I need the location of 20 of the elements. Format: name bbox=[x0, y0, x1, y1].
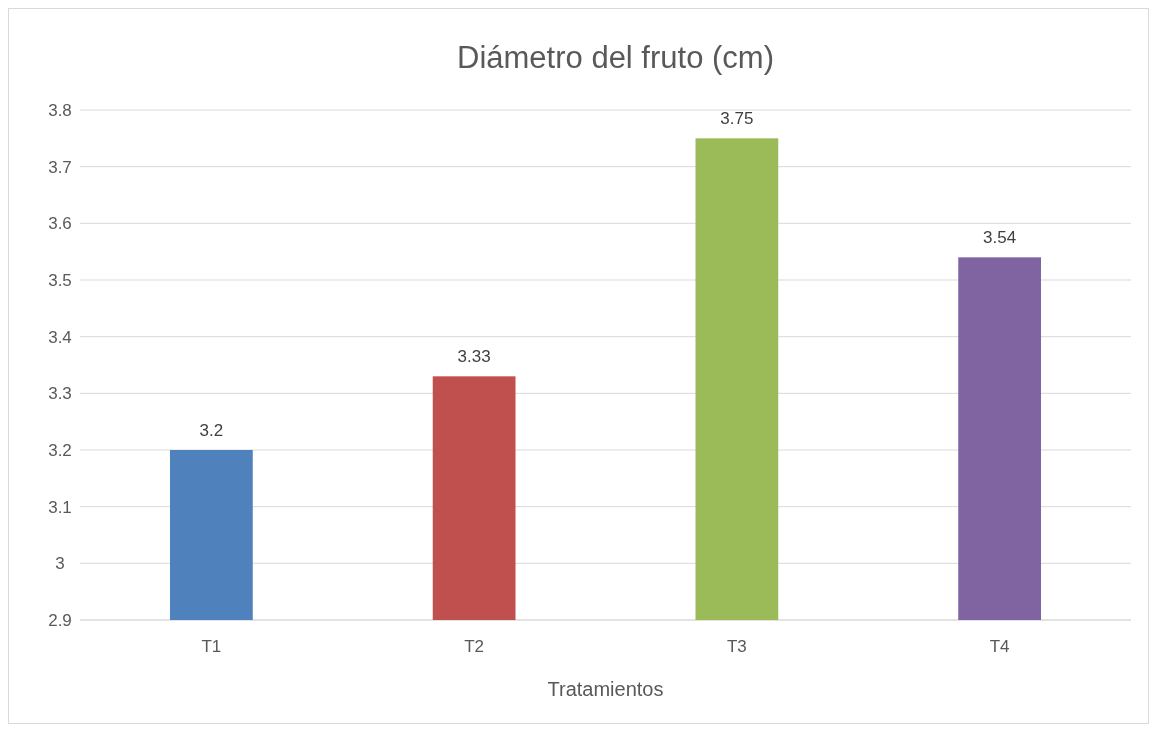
y-tick-label: 3.3 bbox=[48, 384, 72, 404]
chart-title: Diámetro del fruto (cm) bbox=[457, 40, 774, 75]
data-label: 3.75 bbox=[720, 109, 754, 129]
x-tick-label: T2 bbox=[464, 637, 485, 656]
y-tick-label: 3.6 bbox=[48, 214, 72, 234]
y-tick-label: 3 bbox=[55, 554, 65, 574]
data-label: 3.33 bbox=[457, 347, 491, 367]
x-tick-label: T3 bbox=[726, 637, 747, 656]
x-tick-label: T1 bbox=[201, 637, 222, 656]
y-tick-label: 3.4 bbox=[48, 327, 72, 347]
y-tick-label: 2.9 bbox=[48, 610, 72, 630]
x-tick-label: T4 bbox=[989, 637, 1010, 656]
y-tick-label: 3.5 bbox=[48, 270, 72, 290]
y-tick-label: 3.8 bbox=[48, 100, 72, 120]
y-tick-label: 3.2 bbox=[48, 440, 72, 460]
x-axis-title: Tratamientos bbox=[547, 678, 664, 700]
y-tick-label: 3.1 bbox=[48, 497, 72, 517]
data-label: 3.54 bbox=[983, 228, 1017, 248]
y-tick-label: 3.7 bbox=[48, 157, 72, 177]
data-label: 3.2 bbox=[199, 421, 224, 440]
